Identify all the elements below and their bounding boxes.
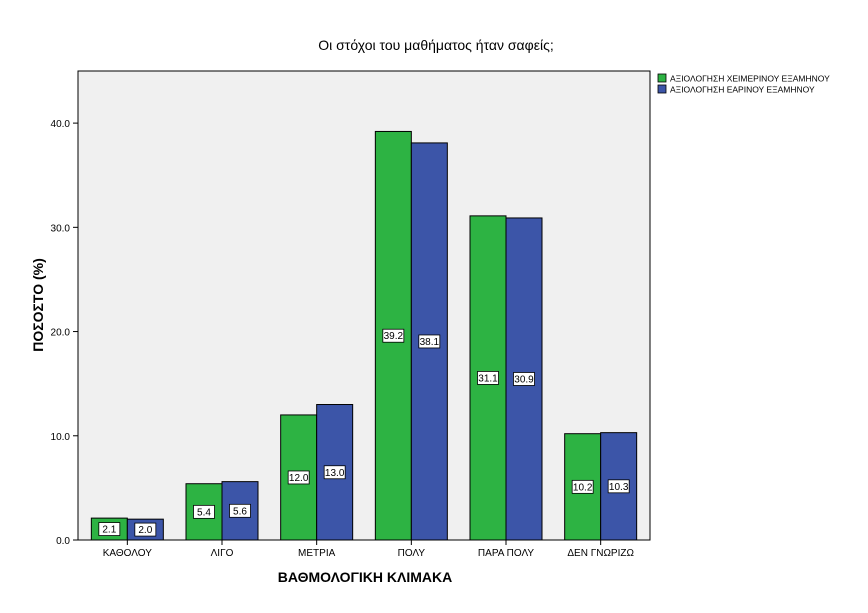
x-tick-label: ΠΑΡΑ ΠΟΛΥ <box>478 548 534 559</box>
y-tick-label: 30.0 <box>51 223 71 234</box>
x-axis-label: ΒΑΘΜΟΛΟΓΙΚΗ ΚΛΙΜΑΚΑ <box>278 569 453 585</box>
data-label-box <box>418 334 441 349</box>
data-label: 12.0 <box>289 473 309 484</box>
data-label-box <box>287 470 310 485</box>
data-label-box <box>323 465 346 480</box>
data-label-box <box>134 522 157 537</box>
data-label-box <box>98 522 121 536</box>
data-label: 2.1 <box>102 525 116 536</box>
data-label-box <box>513 372 535 386</box>
x-tick-label: ΜΕΤΡΙΑ <box>298 548 336 559</box>
y-tick-label: 10.0 <box>51 432 71 443</box>
x-tick-label: ΚΑΘΟΛΟΥ <box>103 548 152 559</box>
data-label-box <box>477 371 499 385</box>
legend-swatch <box>657 73 667 83</box>
data-label: 2.0 <box>138 525 152 536</box>
data-label: 38.1 <box>420 337 440 348</box>
data-label-box <box>571 479 594 494</box>
legend-label: ΑΞΙΟΛΟΓΗΣΗ ΧΕΙΜΕΡΙΝΟΥ ΕΞΑΜΗΝΟΥ <box>670 74 830 84</box>
x-axis: ΚΑΘΟΛΟΥ ΛΙΓΟ ΜΕΤΡΙΑ ΠΟΛΥ ΠΑΡΑ ΠΟΛΥ ΔΕΝ ΓΝΩΡΙΖ… <box>103 540 634 559</box>
y-axis-label: ΠΟΣΟΣΤΟ (%) <box>30 258 46 352</box>
data-label: 10.2 <box>573 482 593 493</box>
data-label: 30.9 <box>514 374 534 385</box>
chart-title: Οι στόχοι του μαθήματος ήταν σαφείς; <box>318 37 553 53</box>
data-label: 31.1 <box>478 373 498 384</box>
data-label-box <box>229 503 251 518</box>
x-tick-label: ΠΟΛΥ <box>398 548 426 559</box>
data-label-box <box>607 479 630 494</box>
legend-swatch <box>657 84 667 94</box>
data-label-box <box>193 504 215 519</box>
data-label: 5.4 <box>197 507 211 518</box>
x-tick-label: ΛΙΓΟ <box>211 548 234 559</box>
legend-box <box>655 71 863 97</box>
y-tick-label: 0.0 <box>56 536 70 547</box>
x-tick-label: ΔΕΝ ΓΝΩΡΙΖΩ <box>567 548 634 559</box>
data-label: 5.6 <box>233 506 247 517</box>
y-tick-label: 40.0 <box>51 119 71 130</box>
data-label: 39.2 <box>384 331 404 342</box>
data-labels-group: 2.1 2.0 5.4 5.6 12.0 13.0 39.2 38.1 31.1 30.9 10.2… <box>98 328 630 537</box>
plot-area <box>77 70 651 541</box>
data-label-box <box>382 328 405 343</box>
legend: ΑΞΙΟΛΟΓΗΣΗ ΧΕΙΜΕΡΙΝΟΥ ΕΞΑΜΗΝΟΥΑΞΙΟΛΟΓΗΣΗ… <box>655 71 863 97</box>
data-label: 13.0 <box>325 468 345 479</box>
y-tick-label: 20.0 <box>51 328 71 339</box>
y-axis: 0.0 10.0 20.0 30.0 40.0 <box>51 119 78 547</box>
legend-label: ΑΞΙΟΛΟΓΗΣΗ ΕΑΡΙΝΟΥ ΕΞΑΜΗΝΟΥ <box>670 85 815 95</box>
data-label: 10.3 <box>609 482 629 493</box>
